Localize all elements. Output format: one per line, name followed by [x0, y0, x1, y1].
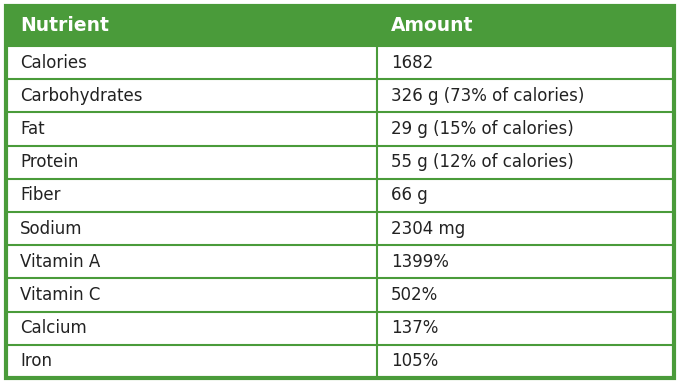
Bar: [6, 146, 674, 179]
Text: 137%: 137%: [391, 319, 438, 337]
Bar: [6, 345, 674, 378]
Text: 2304 mg: 2304 mg: [391, 220, 465, 238]
Text: Iron: Iron: [20, 353, 52, 371]
Bar: [6, 79, 674, 113]
Text: 105%: 105%: [391, 353, 438, 371]
Text: 1682: 1682: [391, 53, 433, 71]
Text: Protein: Protein: [20, 153, 78, 171]
Text: 326 g (73% of calories): 326 g (73% of calories): [391, 87, 584, 105]
Bar: [6, 46, 674, 79]
Text: Amount: Amount: [391, 17, 473, 35]
Bar: [6, 212, 674, 245]
Text: Vitamin C: Vitamin C: [20, 286, 101, 304]
Text: Fiber: Fiber: [20, 186, 61, 204]
Bar: [6, 245, 674, 278]
Text: Fat: Fat: [20, 120, 45, 138]
Text: Calories: Calories: [20, 53, 87, 71]
Text: 29 g (15% of calories): 29 g (15% of calories): [391, 120, 573, 138]
Text: 1399%: 1399%: [391, 253, 449, 271]
Text: Calcium: Calcium: [20, 319, 87, 337]
Text: Nutrient: Nutrient: [20, 17, 109, 35]
Text: Carbohydrates: Carbohydrates: [20, 87, 143, 105]
Bar: [6, 179, 674, 212]
Text: 66 g: 66 g: [391, 186, 428, 204]
Bar: [6, 6, 674, 46]
Bar: [6, 278, 674, 311]
Bar: [6, 113, 674, 146]
Text: Sodium: Sodium: [20, 220, 82, 238]
Bar: [6, 311, 674, 345]
Text: 502%: 502%: [391, 286, 438, 304]
Text: Vitamin A: Vitamin A: [20, 253, 100, 271]
Text: 55 g (12% of calories): 55 g (12% of calories): [391, 153, 573, 171]
